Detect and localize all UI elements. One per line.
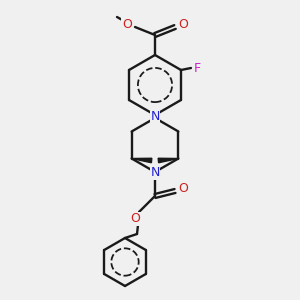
Text: F: F [194, 61, 200, 74]
Text: O: O [178, 182, 188, 196]
Text: N: N [150, 167, 160, 179]
Text: O: O [178, 19, 188, 32]
Text: O: O [130, 212, 140, 226]
Text: N: N [150, 110, 160, 124]
Text: O: O [122, 17, 132, 31]
Polygon shape [158, 158, 178, 163]
Polygon shape [132, 158, 152, 163]
